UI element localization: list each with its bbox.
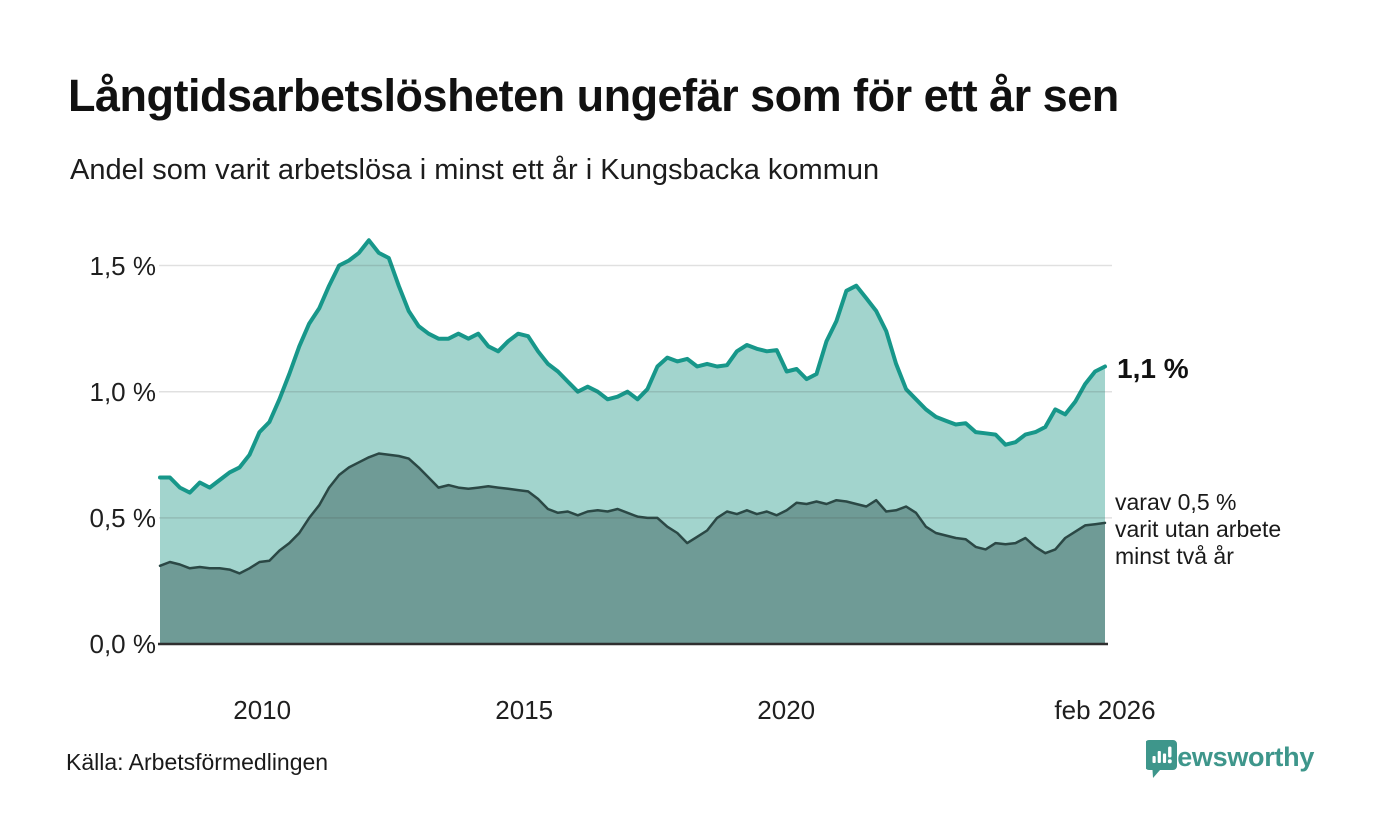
x-tick-label: 2015: [495, 695, 554, 725]
source-credit: Källa: Arbetsförmedlingen: [66, 749, 329, 775]
brand-logo: Newsworthy: [1146, 740, 1315, 778]
secondary-value-annotation: varav 0,5 % varit utan arbete minst två …: [1115, 489, 1281, 570]
annotation-line-3: minst två år: [1115, 543, 1234, 569]
annotation-line-2: varit utan arbete: [1115, 516, 1282, 542]
brand-name: Newsworthy: [1158, 742, 1315, 772]
page-subtitle: Andel som varit arbetslösa i minst ett å…: [70, 154, 880, 186]
x-tick-label: 2010: [233, 695, 292, 725]
latest-value-label: 1,1 %: [1117, 353, 1189, 384]
y-tick-label: 0,0 %: [89, 629, 157, 659]
page-title: Långtidsarbetslösheten ungefär som för e…: [68, 70, 1119, 121]
y-tick-label: 0,5 %: [89, 502, 157, 533]
y-tick-label: 1,0 %: [89, 376, 157, 407]
y-tick-label: 1,5 %: [89, 250, 157, 281]
annotation-line-1: varav 0,5 %: [1115, 489, 1237, 515]
x-tick-label: 2020: [757, 695, 816, 725]
x-tick-label: feb 2026: [1054, 695, 1156, 725]
